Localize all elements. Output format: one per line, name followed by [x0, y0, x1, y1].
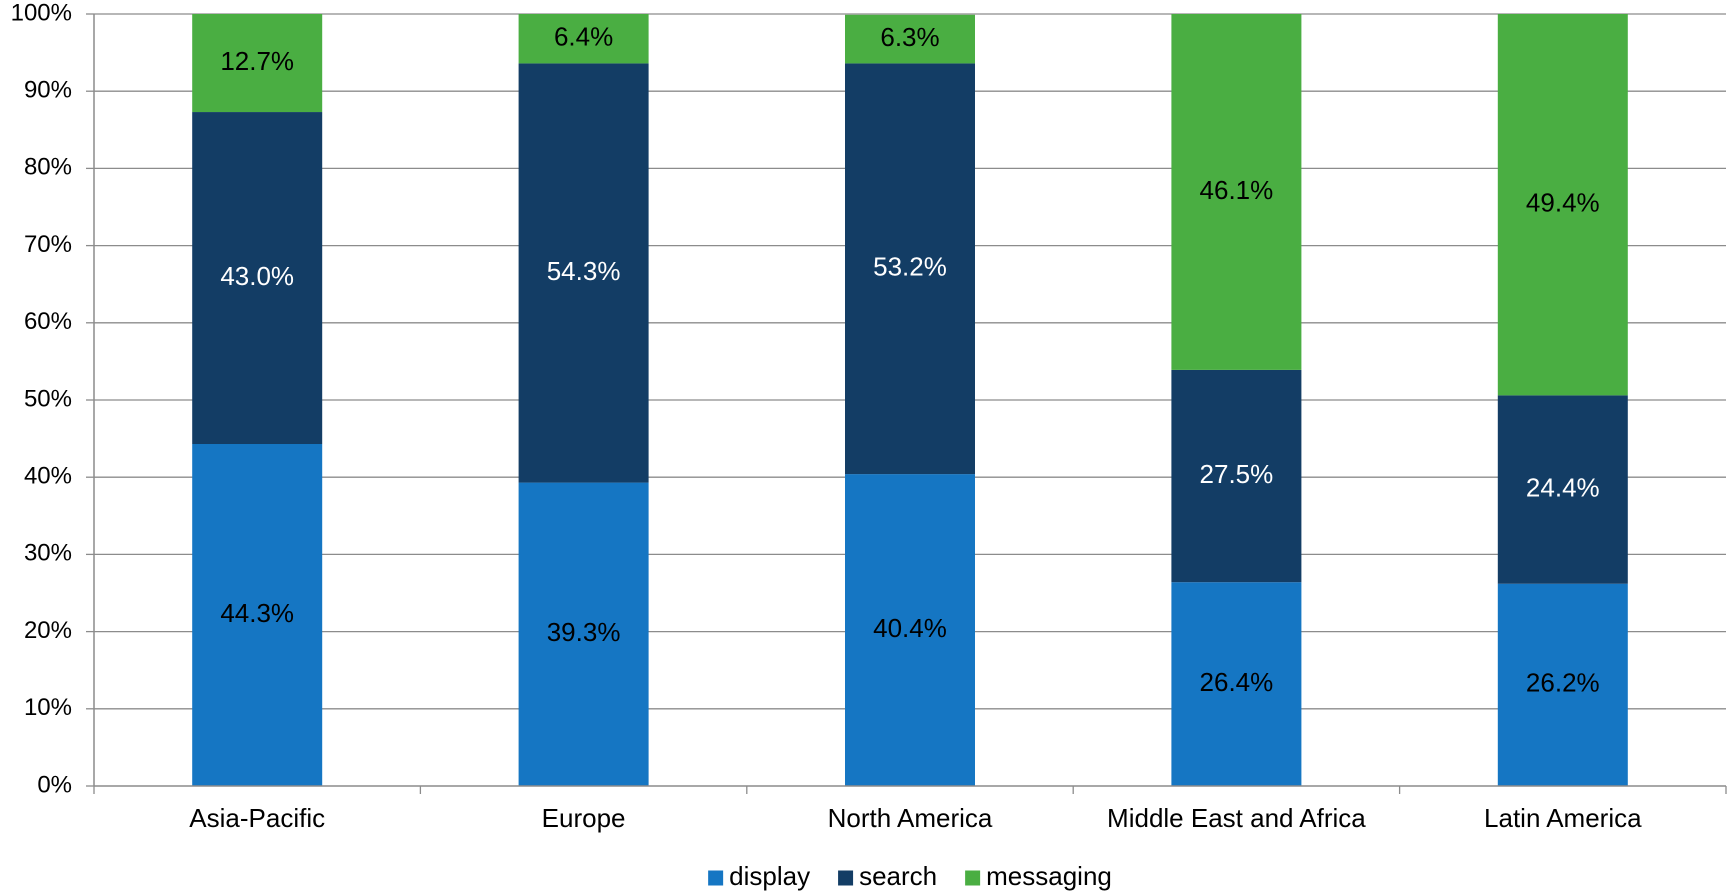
- bar-display: [192, 444, 323, 786]
- bar-display: [1171, 582, 1302, 786]
- bar-display: [518, 482, 649, 786]
- legend-label-messaging: messaging: [986, 861, 1112, 891]
- legend-swatch-messaging: [965, 870, 981, 886]
- data-label-display: 40.4%: [873, 613, 947, 643]
- data-label-display: 44.3%: [220, 598, 294, 628]
- data-label-display: 39.3%: [547, 617, 621, 647]
- data-labels: 44.3% 43.0% 12.7% 39.3% 54.3% 6.4% 40.4% 53.2% 6…: [220, 22, 1599, 698]
- bar-search: [518, 63, 649, 483]
- bar-search: [1171, 369, 1302, 583]
- legend-label-display: display: [729, 861, 810, 891]
- bar-display: [845, 474, 975, 786]
- data-label-display: 26.4%: [1200, 667, 1274, 697]
- data-label-search: 54.3%: [547, 256, 621, 286]
- x-category-label: Europe: [542, 803, 626, 833]
- y-axis-ticks: 0% 10% 20% 30% 40% 50% 60% 70% 80% 90% 100%: [11, 0, 94, 798]
- data-label-messaging: 6.4%: [554, 22, 613, 52]
- y-tick-label: 80%: [24, 154, 72, 181]
- bar-messaging: [1497, 14, 1628, 396]
- bar-search: [1497, 395, 1628, 584]
- bar-messaging: [1171, 14, 1302, 370]
- data-label-messaging: 46.1%: [1200, 175, 1274, 205]
- x-category-label: Asia-Pacific: [189, 803, 325, 833]
- y-tick-label: 50%: [24, 385, 72, 412]
- y-tick-label: 90%: [24, 77, 72, 104]
- legend: display search messaging: [708, 861, 1112, 891]
- data-label-search: 24.4%: [1526, 472, 1600, 502]
- bar-search: [192, 112, 323, 445]
- axes: [93, 14, 1726, 787]
- legend-label-search: search: [859, 861, 937, 891]
- legend-swatch-search: [838, 870, 854, 886]
- y-tick-label: 0%: [37, 771, 72, 798]
- bar-messaging: [518, 14, 649, 64]
- x-axis-ticks: Asia-Pacific Europe North America Middle Ea…: [93, 786, 1727, 833]
- y-tick-label: 20%: [24, 617, 72, 644]
- data-label-display: 26.2%: [1526, 668, 1600, 698]
- y-tick-label: 60%: [24, 308, 72, 335]
- data-label-search: 53.2%: [873, 252, 947, 282]
- bar-search: [845, 63, 975, 475]
- legend-swatch-display: [708, 870, 724, 886]
- bar-messaging: [845, 14, 975, 64]
- y-tick-label: 100%: [11, 0, 72, 26]
- x-category-label: Middle East and Africa: [1107, 803, 1366, 833]
- bars: [192, 14, 1628, 786]
- data-label-messaging: 6.3%: [880, 22, 939, 52]
- y-tick-label: 10%: [24, 694, 72, 721]
- data-label-messaging: 49.4%: [1526, 188, 1600, 218]
- x-category-label: North America: [828, 803, 993, 833]
- data-label-search: 43.0%: [220, 261, 294, 291]
- x-category-label: Latin America: [1484, 803, 1642, 833]
- data-label-search: 27.5%: [1200, 459, 1274, 489]
- y-tick-label: 40%: [24, 463, 72, 490]
- y-tick-label: 30%: [24, 540, 72, 567]
- bar-messaging: [192, 14, 323, 113]
- bar-display: [1497, 583, 1628, 786]
- data-label-messaging: 12.7%: [220, 46, 294, 76]
- y-tick-label: 70%: [24, 231, 72, 258]
